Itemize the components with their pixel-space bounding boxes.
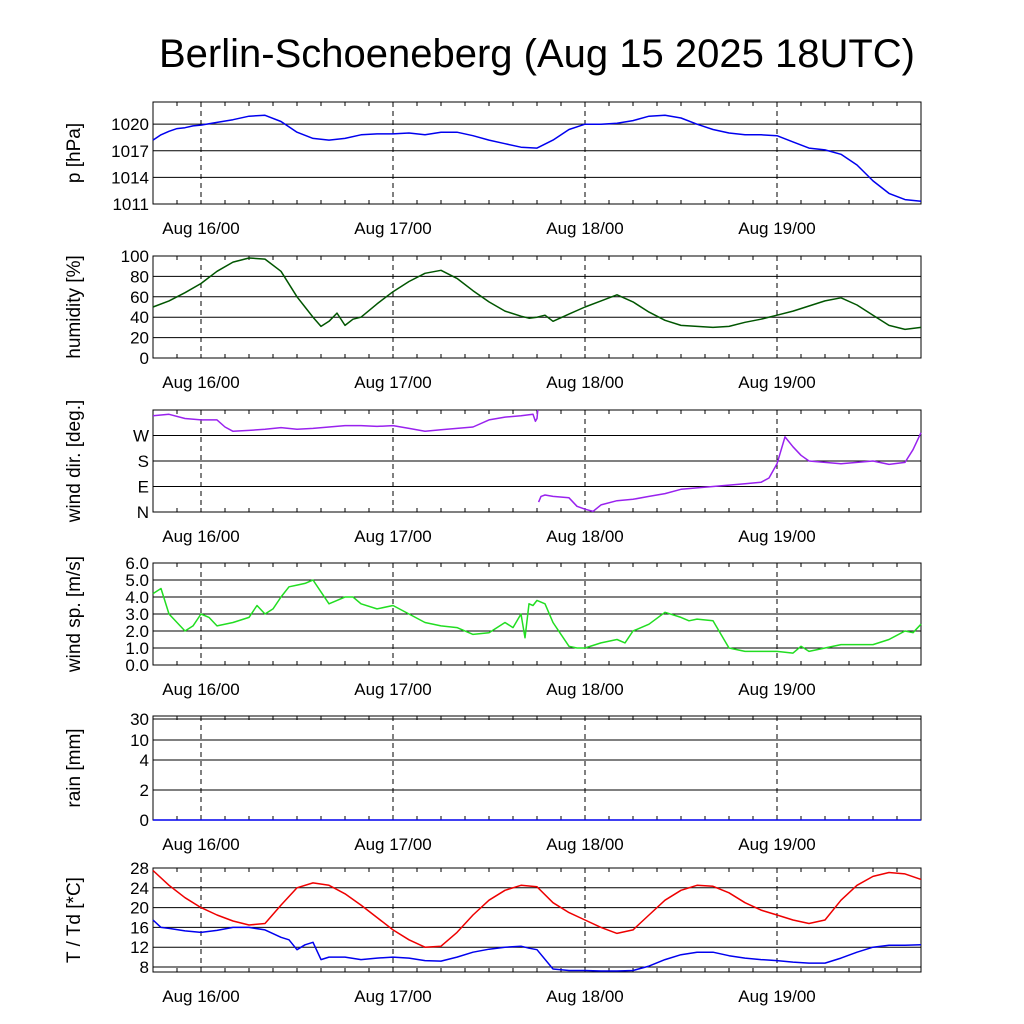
chart-title: Berlin-Schoeneberg (Aug 15 2025 18UTC) — [159, 32, 915, 76]
series-line-1 — [152, 869, 922, 948]
x-tick-label: Aug 18/00 — [546, 987, 624, 1006]
x-tick-label: Aug 18/00 — [546, 835, 624, 854]
x-tick-label: Aug 17/00 — [354, 987, 432, 1006]
x-tick-label: Aug 17/00 — [354, 219, 432, 238]
x-tick-label: Aug 17/00 — [354, 527, 432, 546]
panel-p: 1011 1014 1017 1020 Aug 16/00 Aug 17/00 Aug 18… — [64, 101, 922, 238]
x-tick-label: Aug 16/00 — [162, 527, 240, 546]
y-tick-label: 0.0 — [125, 656, 149, 675]
y-tick-label: 0 — [140, 349, 149, 368]
y-tick-label: 8 — [140, 958, 149, 977]
x-tick-label: Aug 19/00 — [738, 835, 816, 854]
x-tick-label: Aug 16/00 — [162, 987, 240, 1006]
y-tick-label: 24 — [130, 879, 149, 898]
y-tick-label: E — [138, 478, 149, 497]
plot-frame — [152, 409, 922, 513]
y-tick-label: 28 — [130, 859, 149, 878]
panel-rain: 0 2 410 30 Aug 16/00 Aug 17/00 Aug 18/00 Aug 19… — [64, 710, 922, 854]
series-line-1 — [152, 114, 922, 203]
y-tick-label: N — [137, 503, 149, 522]
plot-frame — [152, 101, 922, 205]
x-tick-label: Aug 18/00 — [546, 680, 624, 699]
x-tick-label: Aug 18/00 — [546, 373, 624, 392]
y-tick-label: 40 — [130, 308, 149, 327]
y-tick-label: 1014 — [111, 168, 149, 187]
y-tick-label: 16 — [130, 918, 149, 937]
y-tick-label: 1011 — [112, 195, 149, 214]
y-tick-label: 20 — [130, 329, 149, 348]
y-axis-label: wind sp. [m/s] — [64, 556, 85, 673]
y-tick-label: 1020 — [111, 115, 149, 134]
panel-wind-sp: 0.01.02.03.04.05.06.0 Aug 16/00 Aug 17/00 A… — [64, 554, 922, 699]
y-tick-label: 20 — [130, 899, 149, 918]
y-tick-label: 0 — [140, 811, 149, 830]
y-tick-label: 1.0 — [125, 639, 149, 658]
y-tick-label: 1017 — [111, 142, 149, 161]
x-tick-label: Aug 17/00 — [354, 835, 432, 854]
x-tick-label: Aug 17/00 — [354, 680, 432, 699]
series-line-1 — [537, 432, 922, 513]
y-axis-label: rain [mm] — [64, 728, 85, 807]
y-tick-label: 10 — [130, 731, 149, 750]
y-axis-label: T / Td [*C] — [64, 877, 85, 963]
y-axis-label: p [hPa] — [64, 123, 85, 183]
x-tick-label: Aug 19/00 — [738, 680, 816, 699]
y-tick-label: W — [133, 427, 149, 446]
y-tick-label: 6.0 — [125, 554, 149, 573]
y-tick-label: 100 — [121, 247, 149, 266]
x-tick-label: Aug 18/00 — [546, 219, 624, 238]
y-tick-label: 12 — [130, 938, 149, 957]
x-tick-label: Aug 16/00 — [162, 680, 240, 699]
x-tick-label: Aug 16/00 — [162, 835, 240, 854]
y-tick-label: 3.0 — [125, 605, 149, 624]
y-tick-label: 30 — [130, 710, 149, 729]
y-tick-label: 4.0 — [125, 588, 149, 607]
y-axis-label: wind dir. [deg.] — [64, 400, 85, 524]
series-line-1 — [152, 409, 539, 433]
y-tick-label: 2.0 — [125, 622, 149, 641]
x-tick-label: Aug 19/00 — [738, 373, 816, 392]
x-tick-label: Aug 16/00 — [162, 219, 240, 238]
x-tick-label: Aug 19/00 — [738, 219, 816, 238]
y-tick-label: 80 — [130, 267, 149, 286]
y-tick-label: S — [138, 452, 149, 471]
x-tick-label: Aug 18/00 — [546, 527, 624, 546]
y-tick-label: 60 — [130, 288, 149, 307]
plot-frame — [152, 562, 922, 666]
y-tick-label: 5.0 — [125, 571, 149, 590]
x-tick-label: Aug 19/00 — [738, 527, 816, 546]
x-tick-label: Aug 16/00 — [162, 373, 240, 392]
series-line-2 — [152, 919, 922, 972]
x-tick-label: Aug 19/00 — [738, 987, 816, 1006]
y-tick-label: 2 — [140, 781, 149, 800]
x-tick-label: Aug 17/00 — [354, 373, 432, 392]
y-axis-label: humidity [%] — [64, 255, 85, 358]
y-tick-label: 4 — [140, 751, 149, 770]
series-line-1 — [152, 257, 922, 331]
series-line-1 — [152, 579, 922, 654]
